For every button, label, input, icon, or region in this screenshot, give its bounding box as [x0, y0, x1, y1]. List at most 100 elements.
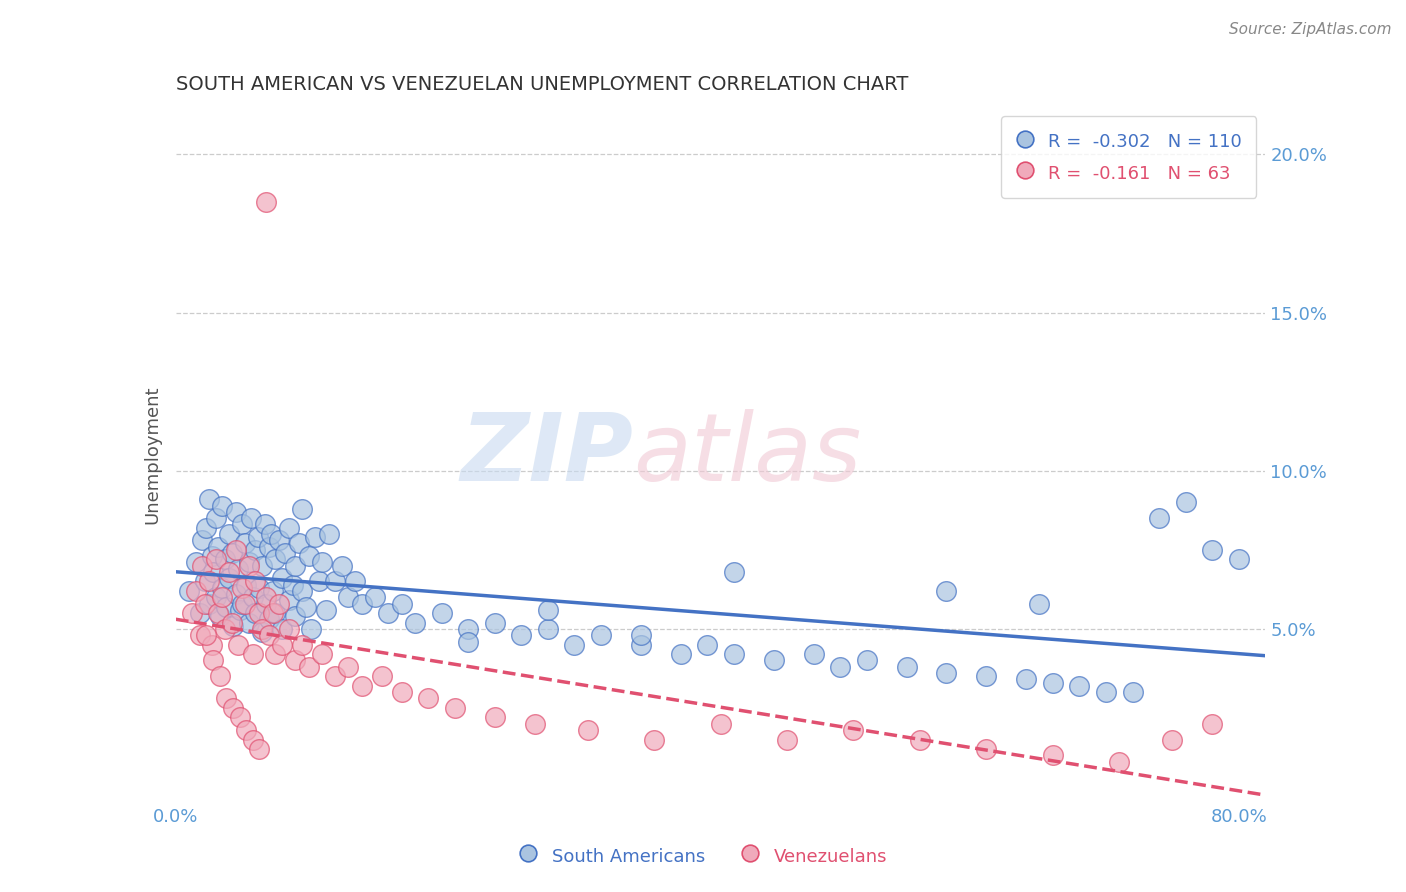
- Point: [247, 530, 270, 544]
- Point: [281, 577, 304, 591]
- Point: [291, 638, 314, 652]
- Point: [523, 716, 546, 731]
- Point: [188, 628, 211, 642]
- Point: [198, 574, 221, 589]
- Point: [1121, 685, 1143, 699]
- Point: [218, 565, 240, 579]
- Point: [269, 533, 291, 548]
- Point: [257, 628, 280, 642]
- Point: [194, 574, 217, 589]
- Point: [776, 732, 799, 747]
- Point: [284, 558, 307, 573]
- Point: [260, 527, 283, 541]
- Point: [195, 628, 218, 642]
- Point: [1201, 716, 1223, 731]
- Point: [249, 606, 271, 620]
- Point: [457, 634, 479, 648]
- Point: [510, 628, 533, 642]
- Point: [696, 638, 718, 652]
- Point: [669, 647, 692, 661]
- Point: [418, 691, 440, 706]
- Point: [188, 606, 211, 620]
- Point: [1028, 597, 1050, 611]
- Y-axis label: Unemployment: Unemployment: [143, 385, 162, 524]
- Point: [1042, 675, 1064, 690]
- Point: [191, 533, 214, 548]
- Point: [430, 606, 453, 620]
- Point: [195, 521, 218, 535]
- Point: [218, 571, 240, 585]
- Point: [299, 622, 322, 636]
- Point: [1201, 542, 1223, 557]
- Point: [201, 565, 224, 579]
- Point: [311, 556, 333, 570]
- Point: [315, 603, 337, 617]
- Text: atlas: atlas: [633, 409, 862, 500]
- Point: [242, 732, 264, 747]
- Point: [198, 597, 221, 611]
- Point: [211, 499, 233, 513]
- Point: [277, 622, 299, 636]
- Point: [643, 732, 665, 747]
- Point: [231, 597, 253, 611]
- Point: [537, 622, 560, 636]
- Point: [274, 546, 297, 560]
- Point: [226, 562, 249, 576]
- Point: [404, 615, 426, 630]
- Point: [277, 593, 299, 607]
- Point: [225, 587, 247, 601]
- Point: [277, 521, 299, 535]
- Text: Source: ZipAtlas.com: Source: ZipAtlas.com: [1229, 22, 1392, 37]
- Point: [242, 647, 264, 661]
- Point: [238, 558, 260, 573]
- Point: [830, 660, 852, 674]
- Point: [238, 556, 260, 570]
- Point: [291, 501, 314, 516]
- Point: [1108, 755, 1130, 769]
- Point: [264, 647, 287, 661]
- Point: [288, 536, 311, 550]
- Point: [235, 577, 257, 591]
- Point: [1069, 679, 1091, 693]
- Point: [245, 574, 267, 589]
- Point: [214, 552, 236, 566]
- Point: [198, 492, 221, 507]
- Point: [204, 552, 226, 566]
- Point: [271, 638, 294, 652]
- Point: [201, 549, 224, 563]
- Point: [221, 615, 243, 630]
- Point: [710, 716, 733, 731]
- Point: [935, 666, 957, 681]
- Point: [1095, 685, 1118, 699]
- Point: [180, 606, 202, 620]
- Point: [207, 606, 229, 620]
- Point: [249, 742, 271, 756]
- Point: [318, 527, 340, 541]
- Point: [242, 591, 264, 605]
- Point: [194, 597, 217, 611]
- Point: [228, 710, 250, 724]
- Point: [337, 591, 360, 605]
- Point: [222, 701, 245, 715]
- Point: [225, 542, 247, 557]
- Point: [245, 606, 267, 620]
- Point: [350, 679, 373, 693]
- Point: [576, 723, 599, 737]
- Point: [222, 618, 245, 632]
- Point: [370, 669, 392, 683]
- Point: [1161, 732, 1184, 747]
- Point: [323, 669, 346, 683]
- Point: [226, 638, 249, 652]
- Point: [262, 606, 284, 620]
- Point: [233, 536, 256, 550]
- Point: [377, 606, 399, 620]
- Point: [723, 565, 745, 579]
- Point: [298, 660, 321, 674]
- Point: [284, 609, 307, 624]
- Point: [250, 622, 273, 636]
- Point: [269, 597, 291, 611]
- Point: [233, 597, 256, 611]
- Point: [204, 591, 226, 605]
- Point: [257, 612, 280, 626]
- Point: [254, 194, 277, 209]
